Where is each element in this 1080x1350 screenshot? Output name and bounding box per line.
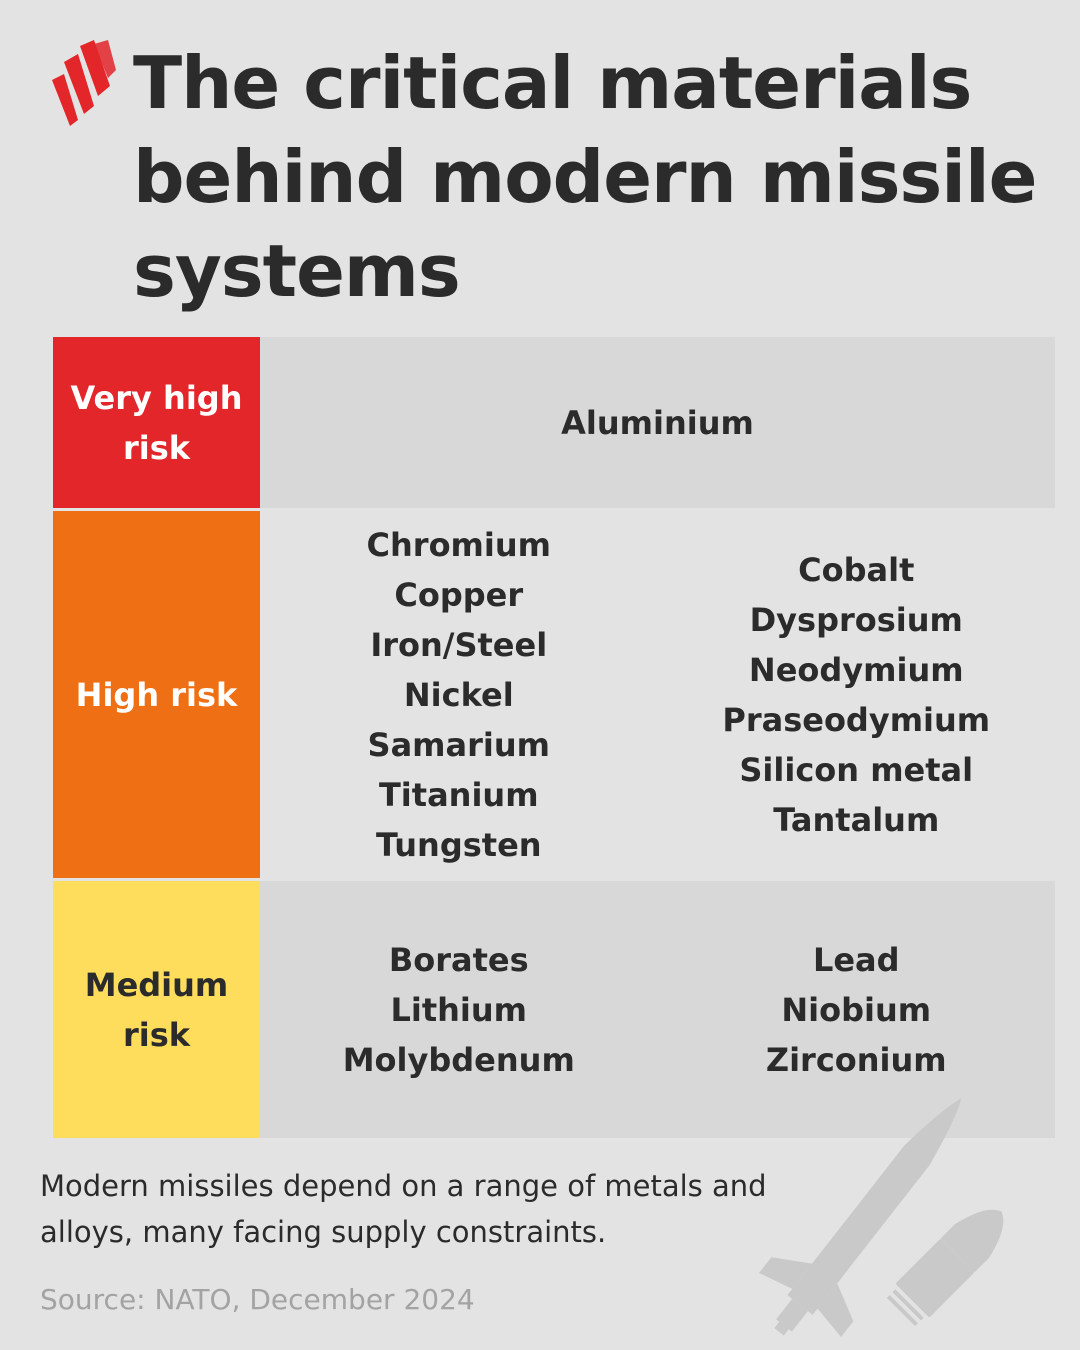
materials-high-column-2: Cobalt Dysprosium Neodymium Praseodymium… [658, 545, 1056, 845]
materials-high-column-1: Chromium Copper Iron/Steel Nickel Samari… [260, 520, 658, 870]
material-item: Molybdenum [342, 1040, 575, 1079]
missile-and-shell-icon [759, 1098, 1004, 1338]
material-item: Iron/Steel [370, 625, 548, 664]
sbs-logo-icon [52, 40, 116, 126]
material-item: Titanium [378, 775, 539, 814]
materials-medium-column-1: Borates Lithium Molybdenum [260, 935, 658, 1085]
material-item: Nickel [403, 675, 514, 714]
material-item: Samarium [367, 725, 550, 764]
materials-medium: Borates Lithium Molybdenum Lead Niobium … [260, 881, 1055, 1138]
material-item: Chromium [366, 525, 551, 564]
material-item: Niobium [781, 990, 932, 1029]
risk-row-medium: Medium risk Borates Lithium Molybdenum L… [53, 881, 1055, 1138]
risk-level-label-medium: Medium risk [53, 881, 260, 1138]
material-item: Tungsten [375, 825, 542, 864]
material-item: Borates [388, 940, 529, 979]
material-item: Dysprosium [749, 600, 963, 639]
description-text: Modern missiles depend on a range of met… [40, 1169, 767, 1249]
material-item: Praseodymium [722, 700, 991, 739]
material-item: Neodymium [748, 650, 964, 689]
material-item: Tantalum [773, 800, 940, 839]
material-item: Lead [812, 940, 900, 979]
material-item: Lithium [390, 990, 528, 1029]
material-item: Silicon metal [739, 750, 974, 789]
material-item: Copper [394, 575, 524, 614]
materials-high: Chromium Copper Iron/Steel Nickel Samari… [260, 511, 1055, 878]
risk-row-high: High risk Chromium Copper Iron/Steel Nic… [53, 511, 1055, 878]
material-item: Zirconium [765, 1040, 947, 1079]
source-citation: Source: NATO, December 2024 [40, 1283, 475, 1316]
risk-level-label-very-high: Very high risk [53, 337, 260, 508]
material-item: Cobalt [798, 550, 915, 589]
risk-row-very-high: Very high risk Aluminium [53, 337, 1055, 508]
material-item: Aluminium [561, 403, 754, 442]
risk-level-label-high: High risk [53, 511, 260, 878]
page-title: The critical materials behind modern mis… [133, 41, 1037, 313]
materials-medium-column-2: Lead Niobium Zirconium [658, 935, 1056, 1085]
materials-very-high: Aluminium [260, 337, 1055, 508]
